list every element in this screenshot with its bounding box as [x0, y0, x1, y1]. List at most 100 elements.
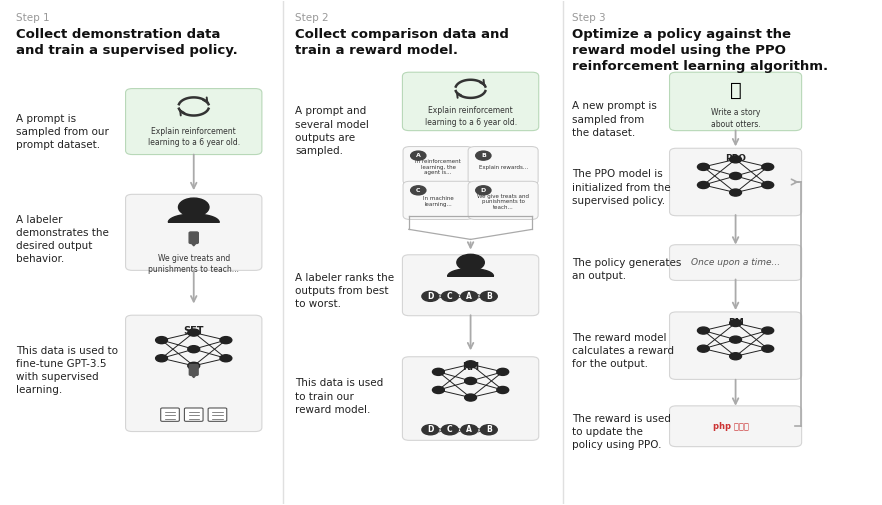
Text: C: C	[447, 292, 452, 301]
Text: We give treats and
punishments to
teach...: We give treats and punishments to teach.…	[477, 193, 529, 210]
Text: In reinforcement
learning, the
agent is...: In reinforcement learning, the agent is.…	[415, 159, 461, 175]
Circle shape	[465, 394, 476, 401]
Circle shape	[188, 345, 199, 352]
Text: >: >	[437, 292, 444, 301]
Text: >: >	[476, 425, 482, 434]
Circle shape	[188, 362, 199, 369]
FancyBboxPatch shape	[403, 146, 473, 185]
Text: This data is used to
fine-tune GPT-3.5
with supervised
learning.: This data is used to fine-tune GPT-3.5 w…	[16, 345, 118, 395]
Circle shape	[762, 163, 774, 170]
Text: A prompt is
sampled from our
prompt dataset.: A prompt is sampled from our prompt data…	[16, 114, 108, 150]
Text: php 中文网: php 中文网	[714, 422, 750, 431]
Text: Explain reinforcement
learning to a 6 year old.: Explain reinforcement learning to a 6 ye…	[424, 107, 517, 127]
Text: D: D	[481, 188, 486, 193]
Text: Write a story
about otters.: Write a story about otters.	[711, 109, 760, 129]
Circle shape	[460, 425, 478, 435]
Text: A labeler ranks the
outputs from best
to worst.: A labeler ranks the outputs from best to…	[295, 273, 394, 309]
Circle shape	[698, 181, 709, 188]
Circle shape	[729, 156, 742, 163]
Text: The PPO model is
initialized from the
supervised policy.: The PPO model is initialized from the su…	[572, 169, 671, 206]
Circle shape	[220, 337, 232, 344]
Text: Once upon a time...: Once upon a time...	[691, 258, 781, 267]
Text: Step 2: Step 2	[295, 13, 329, 23]
FancyBboxPatch shape	[402, 255, 539, 316]
Circle shape	[155, 355, 168, 362]
Circle shape	[475, 186, 491, 195]
Circle shape	[178, 198, 209, 216]
Text: Step 3: Step 3	[572, 13, 606, 23]
Text: >: >	[437, 425, 444, 434]
FancyBboxPatch shape	[125, 315, 262, 432]
FancyBboxPatch shape	[125, 194, 262, 270]
Circle shape	[698, 345, 709, 352]
Text: A: A	[467, 425, 472, 434]
FancyBboxPatch shape	[468, 181, 538, 220]
FancyBboxPatch shape	[184, 408, 203, 421]
Circle shape	[729, 336, 742, 343]
FancyBboxPatch shape	[669, 406, 802, 446]
Circle shape	[411, 186, 426, 195]
Text: A: A	[467, 292, 472, 301]
Polygon shape	[448, 269, 493, 276]
Text: A prompt and
several model
outputs are
sampled.: A prompt and several model outputs are s…	[295, 107, 370, 156]
Text: The policy generates
an output.: The policy generates an output.	[572, 258, 682, 281]
FancyBboxPatch shape	[161, 408, 179, 421]
FancyBboxPatch shape	[402, 72, 539, 131]
Text: D: D	[427, 292, 434, 301]
Text: RM: RM	[462, 362, 479, 372]
Circle shape	[188, 329, 199, 336]
Circle shape	[729, 189, 742, 196]
Circle shape	[698, 327, 709, 334]
Text: D: D	[427, 425, 434, 434]
Circle shape	[432, 368, 445, 375]
Circle shape	[441, 425, 459, 435]
FancyBboxPatch shape	[402, 357, 539, 440]
Text: We give treats and
punishments to teach...: We give treats and punishments to teach.…	[148, 254, 239, 274]
Text: >: >	[457, 425, 463, 434]
FancyBboxPatch shape	[208, 408, 227, 421]
Circle shape	[481, 425, 497, 435]
Circle shape	[422, 425, 439, 435]
Circle shape	[762, 327, 774, 334]
Circle shape	[465, 361, 476, 368]
Circle shape	[411, 151, 426, 160]
Circle shape	[155, 337, 168, 344]
Text: PPO: PPO	[725, 155, 746, 163]
Text: A labeler
demonstrates the
desired output
behavior.: A labeler demonstrates the desired outpu…	[16, 215, 108, 264]
Polygon shape	[191, 242, 197, 246]
Text: Explain rewards...: Explain rewards...	[479, 165, 527, 170]
FancyBboxPatch shape	[468, 146, 538, 185]
FancyBboxPatch shape	[190, 365, 198, 375]
Text: >: >	[476, 292, 482, 301]
Circle shape	[220, 355, 232, 362]
Text: B: B	[481, 153, 486, 158]
FancyBboxPatch shape	[669, 312, 802, 379]
Circle shape	[762, 181, 774, 188]
Circle shape	[481, 291, 497, 301]
Text: >: >	[457, 292, 463, 301]
Text: A new prompt is
sampled from
the dataset.: A new prompt is sampled from the dataset…	[572, 102, 657, 138]
Circle shape	[729, 352, 742, 360]
Circle shape	[432, 386, 445, 393]
Text: RM: RM	[728, 318, 744, 327]
Text: Step 1: Step 1	[16, 13, 49, 23]
Text: This data is used
to train our
reward model.: This data is used to train our reward mo…	[295, 378, 384, 415]
Text: The reward is used
to update the
policy using PPO.: The reward is used to update the policy …	[572, 414, 671, 450]
Circle shape	[441, 291, 459, 301]
Text: B: B	[486, 425, 491, 434]
Circle shape	[729, 172, 742, 179]
FancyBboxPatch shape	[125, 88, 262, 155]
Circle shape	[457, 255, 484, 271]
Circle shape	[497, 386, 509, 393]
Circle shape	[465, 377, 476, 384]
Polygon shape	[191, 374, 197, 378]
Polygon shape	[168, 214, 219, 222]
Circle shape	[475, 151, 491, 160]
Text: The reward model
calculates a reward
for the output.: The reward model calculates a reward for…	[572, 333, 674, 370]
Circle shape	[497, 368, 509, 375]
Text: In machine
learning...: In machine learning...	[422, 196, 453, 207]
Text: Optimize a policy against the
reward model using the PPO
reinforcement learning : Optimize a policy against the reward mod…	[572, 28, 828, 73]
FancyBboxPatch shape	[669, 148, 802, 216]
Text: C: C	[447, 425, 452, 434]
Text: A: A	[415, 153, 421, 158]
